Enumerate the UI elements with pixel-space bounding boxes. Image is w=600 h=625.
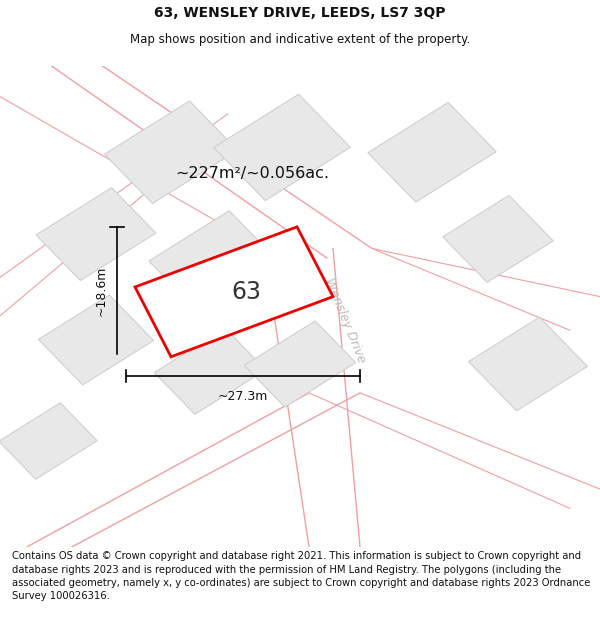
Polygon shape [36, 188, 156, 281]
Polygon shape [214, 94, 350, 201]
Polygon shape [149, 211, 277, 311]
Text: ~227m²/~0.056ac.: ~227m²/~0.056ac. [175, 166, 329, 181]
Text: Wensley Drive: Wensley Drive [322, 276, 368, 365]
Text: ~18.6m: ~18.6m [95, 266, 108, 316]
Polygon shape [443, 196, 553, 282]
Polygon shape [135, 227, 333, 357]
Text: 63, WENSLEY DRIVE, LEEDS, LS7 3QP: 63, WENSLEY DRIVE, LEEDS, LS7 3QP [154, 6, 446, 20]
Text: Map shows position and indicative extent of the property.: Map shows position and indicative extent… [130, 33, 470, 46]
Text: ~27.3m: ~27.3m [218, 391, 268, 404]
Polygon shape [244, 321, 356, 407]
Polygon shape [154, 328, 266, 414]
Polygon shape [38, 295, 154, 385]
Polygon shape [0, 402, 97, 479]
Text: Contains OS data © Crown copyright and database right 2021. This information is : Contains OS data © Crown copyright and d… [12, 551, 590, 601]
Polygon shape [469, 317, 587, 411]
Polygon shape [104, 101, 238, 204]
Text: 63: 63 [231, 280, 261, 304]
Polygon shape [368, 102, 496, 202]
